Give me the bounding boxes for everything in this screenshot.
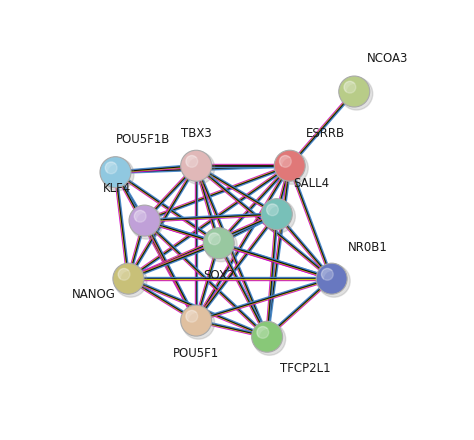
Circle shape — [114, 265, 147, 297]
Circle shape — [203, 227, 234, 259]
Circle shape — [205, 229, 237, 262]
Circle shape — [346, 84, 364, 101]
Circle shape — [182, 307, 215, 339]
Circle shape — [274, 150, 305, 181]
Circle shape — [253, 323, 286, 355]
Circle shape — [101, 158, 134, 191]
Circle shape — [344, 81, 356, 93]
Circle shape — [118, 268, 130, 280]
Text: NANOG: NANOG — [72, 288, 116, 301]
Circle shape — [252, 321, 283, 352]
Circle shape — [263, 200, 295, 233]
Circle shape — [100, 157, 131, 188]
Text: SALL4: SALL4 — [293, 176, 329, 190]
Circle shape — [181, 150, 211, 181]
Circle shape — [259, 329, 276, 346]
Circle shape — [257, 326, 269, 338]
Circle shape — [318, 265, 350, 297]
Circle shape — [137, 213, 154, 230]
Circle shape — [211, 235, 228, 253]
Circle shape — [188, 158, 205, 175]
Text: SOX2: SOX2 — [203, 269, 235, 282]
Circle shape — [321, 268, 333, 280]
Circle shape — [340, 77, 373, 110]
Text: KLF4: KLF4 — [103, 182, 132, 195]
Text: TFCP2L1: TFCP2L1 — [280, 362, 331, 375]
Circle shape — [209, 233, 220, 245]
Circle shape — [134, 210, 146, 222]
Circle shape — [129, 205, 160, 236]
Circle shape — [186, 155, 198, 167]
Text: POU5F1: POU5F1 — [173, 347, 219, 360]
Circle shape — [266, 204, 278, 216]
Circle shape — [339, 76, 370, 107]
Circle shape — [324, 271, 341, 288]
Text: POU5F1B: POU5F1B — [116, 133, 170, 147]
Text: NCOA3: NCOA3 — [367, 52, 409, 65]
Circle shape — [186, 310, 198, 322]
Circle shape — [105, 162, 117, 174]
Circle shape — [276, 152, 308, 184]
Circle shape — [181, 305, 211, 336]
Text: ESRRB: ESRRB — [306, 127, 345, 140]
Circle shape — [121, 271, 137, 288]
Circle shape — [316, 263, 347, 294]
Circle shape — [113, 263, 144, 294]
Circle shape — [282, 158, 299, 175]
Circle shape — [130, 207, 163, 239]
Text: TBX3: TBX3 — [181, 127, 211, 140]
Circle shape — [280, 155, 291, 167]
Circle shape — [188, 313, 205, 330]
Circle shape — [108, 165, 125, 181]
Circle shape — [182, 152, 215, 184]
Circle shape — [269, 206, 286, 224]
Circle shape — [261, 198, 292, 230]
Text: NR0B1: NR0B1 — [348, 241, 388, 254]
